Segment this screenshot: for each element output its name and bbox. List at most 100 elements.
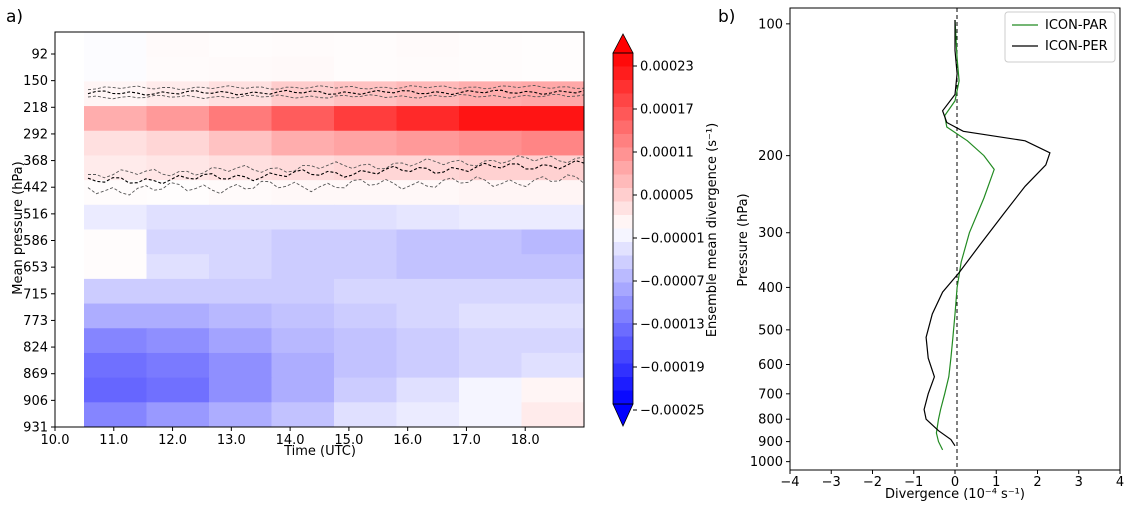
- heatmap-cell: [271, 155, 335, 181]
- heatmap-cell: [84, 278, 148, 305]
- heatmap-cell: [334, 155, 398, 181]
- colorbar-band: [613, 120, 633, 135]
- colorbar-extend-min: [612, 403, 634, 427]
- heatmap-cell: [209, 32, 273, 58]
- plot-b-frame: [789, 7, 1121, 471]
- colorbar-frame: [612, 52, 634, 405]
- heatmap-cell: [271, 278, 335, 305]
- heatmap-cell: [209, 254, 273, 280]
- heatmap-cell: [209, 328, 273, 354]
- heatmap-cell: [209, 130, 273, 157]
- x-tick-label-a: 14.0: [276, 433, 305, 448]
- heatmap-cell: [459, 229, 523, 255]
- y-tick-label-a: 869: [23, 367, 48, 382]
- plot-a-frame: [54, 31, 585, 428]
- heatmap-cell: [396, 130, 460, 157]
- y-tick-label-a: 715: [23, 287, 48, 302]
- x-tick-label-b: 0: [951, 475, 959, 490]
- heatmap-cell: [459, 32, 523, 58]
- heatmap-cell: [521, 56, 584, 82]
- heatmap-cell: [521, 204, 584, 231]
- heatmap-cell: [396, 278, 460, 305]
- heatmap-cell: [209, 402, 273, 427]
- series-line-icon-par: [935, 19, 995, 451]
- legend: ICON-PAR ICON-PER: [1004, 11, 1116, 63]
- x-tick-label-a: 15.0: [334, 433, 363, 448]
- colorbar-band: [613, 147, 633, 162]
- heatmap-cell: [271, 377, 335, 403]
- panel-label-a: a): [6, 7, 23, 27]
- x-tick-label-b: −3: [822, 475, 841, 490]
- y-tick-label-a: 292: [23, 127, 48, 142]
- heatmap-cell: [146, 402, 210, 427]
- profile-lines: [923, 19, 1051, 451]
- heatmap-cell: [459, 81, 523, 107]
- x-axis-label-a: Time (UTC): [283, 444, 356, 459]
- y-tick-label-a: 150: [23, 74, 48, 89]
- y-tick-label-a: 442: [23, 181, 48, 196]
- x-tick-label-b: 4: [1116, 475, 1124, 490]
- heatmap-cell: [334, 377, 398, 403]
- heatmap-cell: [459, 278, 523, 305]
- colorbar-band: [613, 350, 633, 364]
- colorbar-label: Ensemble mean divergence (s⁻¹): [705, 123, 720, 337]
- heatmap-cell: [521, 303, 584, 329]
- heatmap-cell: [334, 180, 398, 206]
- heatmap-cell: [146, 352, 210, 379]
- colorbar-tick-label: 0.00011: [640, 146, 694, 161]
- heatmap-cell: [521, 352, 584, 379]
- heatmap-cell: [334, 229, 398, 255]
- heatmap-cell: [521, 229, 584, 255]
- colorbar-band: [613, 377, 633, 391]
- heatmap-cell: [521, 328, 584, 354]
- heatmap-cell: [396, 377, 460, 403]
- heatmap-cell: [271, 32, 335, 58]
- heatmap-cell: [271, 254, 335, 280]
- colorbar-tick-label: −0.00019: [640, 361, 705, 376]
- heatmap-cell: [459, 254, 523, 280]
- contour-line: [87, 160, 584, 185]
- heatmap-cell: [84, 352, 148, 379]
- contour-line: [88, 155, 584, 179]
- heatmap-cell: [209, 303, 273, 329]
- heatmap-cell: [146, 328, 210, 354]
- y-tick-label-a: 368: [23, 154, 48, 169]
- heatmap-cell: [334, 32, 398, 58]
- heatmap-cell: [459, 377, 523, 403]
- heatmap-cell: [209, 229, 273, 255]
- contour-line: [87, 84, 584, 91]
- heatmap-cell: [521, 81, 584, 107]
- heatmap-cell: [521, 106, 584, 132]
- heatmap-cell: [84, 402, 148, 427]
- y-axis-b: 100 200 300 400 500 600 700 800 900 1000: [750, 17, 790, 470]
- heatmap-cell: [271, 204, 335, 231]
- heatmap-cell: [334, 130, 398, 157]
- colorbar-band: [613, 161, 633, 175]
- y-tick-label-b: 600: [758, 358, 783, 373]
- heatmap-cell: [84, 328, 148, 354]
- colorbar-band: [613, 93, 633, 108]
- colorbar-band: [613, 242, 633, 256]
- x-tick-label-b: −4: [780, 475, 799, 490]
- heatmap-cell: [209, 278, 273, 305]
- y-tick-label-b: 400: [758, 281, 783, 296]
- heatmap-cell: [334, 303, 398, 329]
- colorbar-band: [613, 296, 633, 310]
- heatmap-cell: [521, 254, 584, 280]
- colorbar-band: [613, 107, 633, 121]
- heatmap-cell: [396, 402, 460, 427]
- heatmap-cell: [209, 56, 273, 82]
- colorbar-tick-label: 0.00005: [640, 189, 694, 204]
- colorbar-band: [613, 228, 633, 243]
- colorbar-band: [613, 363, 633, 378]
- colorbar-band: [613, 255, 633, 270]
- panel-label-b: b): [718, 7, 735, 27]
- heatmap-cell: [334, 204, 398, 231]
- colorbar-tick-label: −0.00007: [640, 275, 705, 290]
- heatmap-cell: [271, 303, 335, 329]
- colorbar-band: [613, 269, 633, 283]
- heatmap-cell: [84, 32, 148, 58]
- heatmap-cell: [459, 303, 523, 329]
